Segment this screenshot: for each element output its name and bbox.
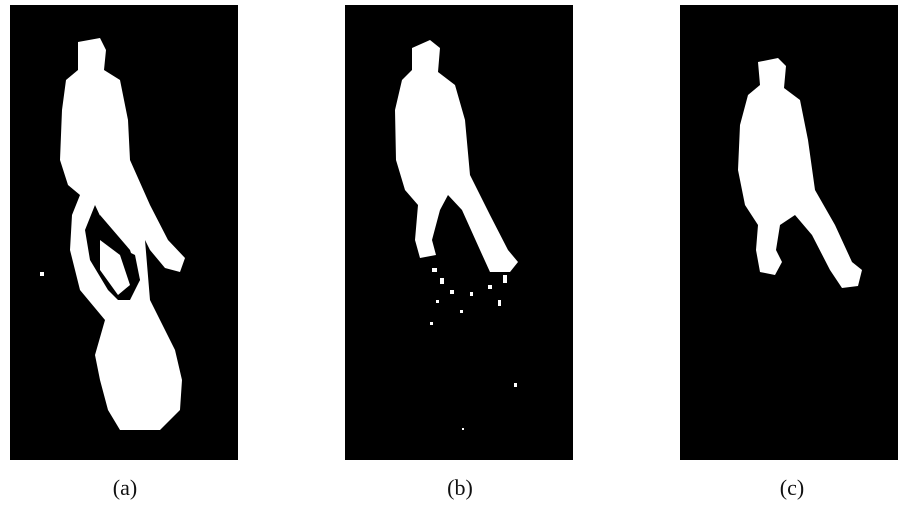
panel-b bbox=[345, 5, 573, 460]
panel-label: (b) bbox=[447, 475, 473, 500]
panel-label: (c) bbox=[780, 475, 804, 500]
panel-background bbox=[345, 5, 573, 460]
panel-c bbox=[680, 5, 898, 460]
page: {"panels": [{"label": "(a)"}, {"label": … bbox=[0, 0, 898, 507]
panel-background bbox=[680, 5, 898, 460]
panel-a bbox=[10, 5, 238, 460]
panel-label: (a) bbox=[113, 475, 137, 500]
figure: (a) (b) (c) bbox=[0, 0, 898, 507]
